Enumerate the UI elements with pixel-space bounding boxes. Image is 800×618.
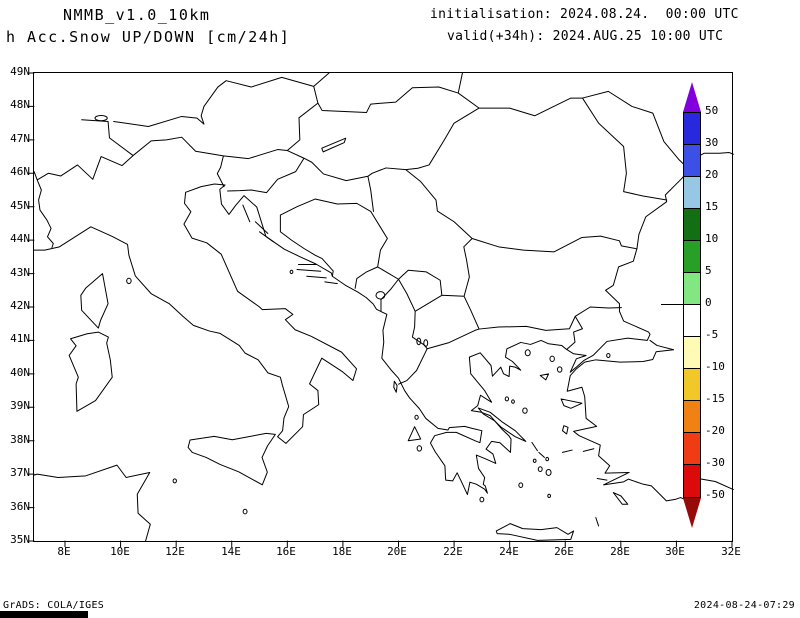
- colorbar-segment: [684, 337, 700, 369]
- colorbar-segment: [684, 209, 700, 241]
- colorbar-zero-line: [661, 304, 683, 305]
- lat-tick-label: 48N: [10, 98, 30, 111]
- map-plot-area: [34, 73, 732, 541]
- lat-tick-label: 44N: [10, 232, 30, 245]
- colorbar-label: 50: [705, 104, 719, 117]
- colorbar-label: 10: [705, 232, 719, 245]
- colorbar-label: 5: [705, 264, 712, 277]
- lat-tick-label: 38N: [10, 433, 30, 446]
- colorbar-label: 15: [705, 200, 719, 213]
- lat-tick-label: 45N: [10, 199, 30, 212]
- lon-tick-label: 22E: [443, 545, 463, 558]
- lon-tick-label: 8E: [57, 545, 71, 558]
- colorbar-label: -20: [705, 424, 725, 437]
- colorbar-label: -30: [705, 456, 725, 469]
- colorbar-segment: [684, 177, 700, 209]
- lat-tick-label: 42N: [10, 299, 30, 312]
- lat-tick-label: 39N: [10, 399, 30, 412]
- coastlines: [34, 153, 733, 541]
- grads-credit: GrADS: COLA/IGES: [3, 600, 105, 611]
- colorbar-label: 30: [705, 136, 719, 149]
- colorbar-label: -10: [705, 360, 725, 373]
- lon-tick-label: 32E: [721, 545, 741, 558]
- map-frame: [33, 72, 733, 542]
- colorbar-segment: [684, 273, 700, 305]
- lon-tick-label: 28E: [610, 545, 630, 558]
- colorbar-segment: [684, 465, 700, 497]
- colorbar-label: -5: [705, 328, 719, 341]
- lat-tick-label: 37N: [10, 466, 30, 479]
- lakes: [95, 115, 428, 346]
- grads-logo-bar: [0, 611, 88, 618]
- model-title: NMMB_v1.0_10km: [63, 6, 211, 24]
- colorbar: [683, 112, 701, 498]
- colorbar-segment: [684, 369, 700, 401]
- valid-time-label: valid(+34h): 2024.AUG.25 10:00 UTC: [447, 29, 724, 44]
- lon-tick-label: 30E: [665, 545, 685, 558]
- colorbar-segment: [684, 241, 700, 273]
- axis-ticks: [29, 73, 732, 547]
- lat-tick-label: 41N: [10, 332, 30, 345]
- lat-tick-label: 43N: [10, 266, 30, 279]
- lat-tick-label: 36N: [10, 500, 30, 513]
- lon-tick-label: 10E: [110, 545, 130, 558]
- colorbar-label: -50: [705, 488, 725, 501]
- colorbar-label: -15: [705, 392, 725, 405]
- lat-tick-label: 46N: [10, 165, 30, 178]
- lat-tick-label: 35N: [10, 533, 30, 546]
- colorbar-label: 0: [705, 296, 712, 309]
- islands: [69, 205, 628, 540]
- lon-tick-label: 20E: [387, 545, 407, 558]
- product-title: h Acc.Snow UP/DOWN [cm/24h]: [6, 28, 291, 46]
- colorbar-segment: [684, 145, 700, 177]
- lon-tick-label: 26E: [554, 545, 574, 558]
- lon-tick-label: 12E: [165, 545, 185, 558]
- lon-tick-label: 24E: [499, 545, 519, 558]
- lon-tick-label: 18E: [332, 545, 352, 558]
- lat-tick-label: 47N: [10, 132, 30, 145]
- colorbar-segment: [684, 401, 700, 433]
- country-borders: [34, 73, 686, 384]
- colorbar-segment: [684, 113, 700, 145]
- lat-tick-label: 49N: [10, 65, 30, 78]
- colorbar-segment: [684, 305, 700, 337]
- lon-tick-label: 16E: [276, 545, 296, 558]
- colorbar-segment: [684, 433, 700, 465]
- generation-timestamp: 2024-08-24-07:29: [693, 600, 795, 611]
- initialisation-label: initialisation: 2024.08.24. 00:00 UTC: [430, 7, 739, 22]
- colorbar-label: 20: [705, 168, 719, 181]
- lon-tick-label: 14E: [221, 545, 241, 558]
- lat-tick-label: 40N: [10, 366, 30, 379]
